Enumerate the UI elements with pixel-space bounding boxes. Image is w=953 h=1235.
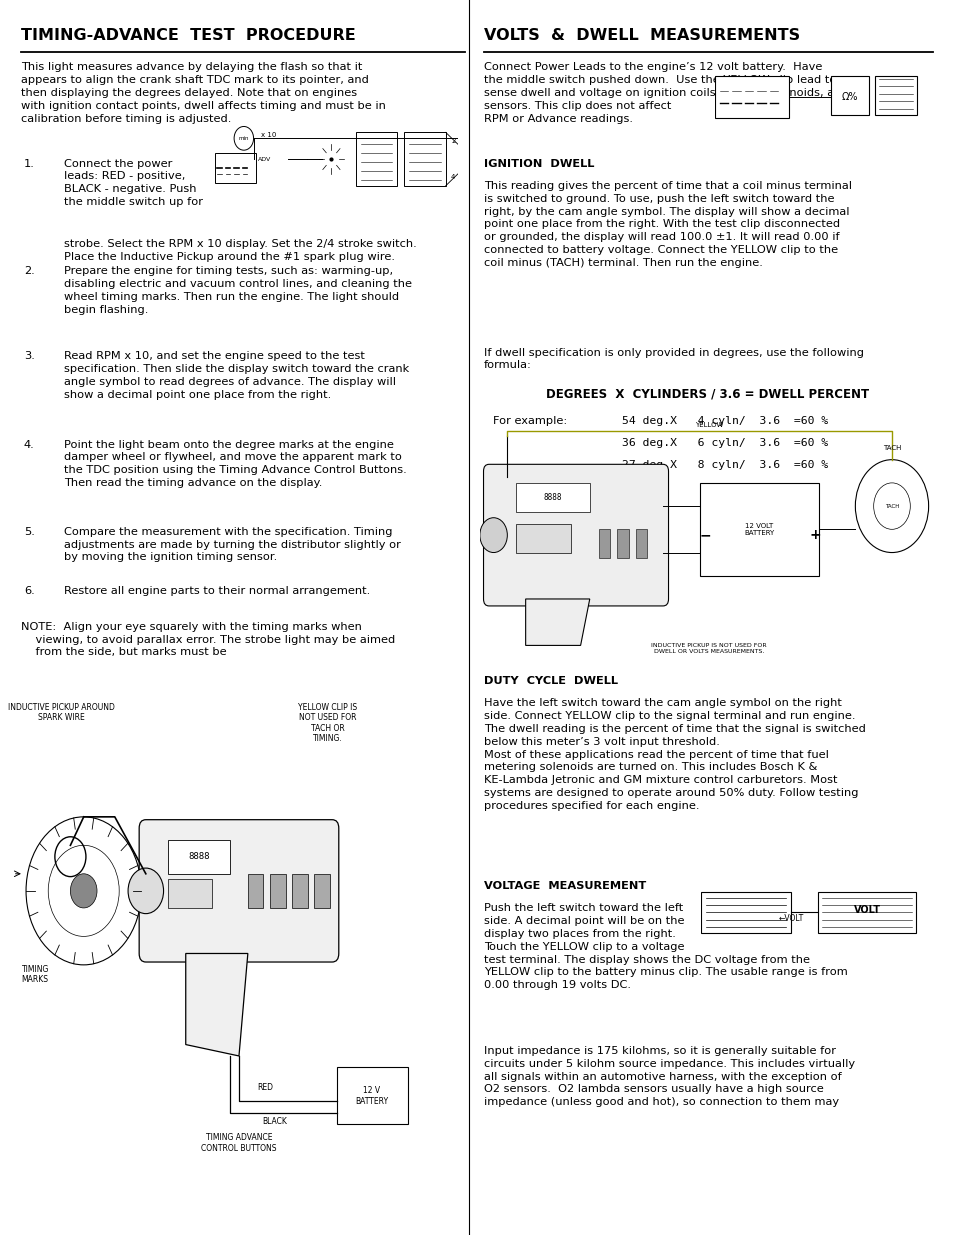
Text: 1.: 1. bbox=[24, 159, 34, 169]
Text: Compare the measurement with the specification. Timing
adjustments are made by t: Compare the measurement with the specifi… bbox=[64, 526, 400, 562]
Text: TIMING-ADVANCE  TEST  PROCEDURE: TIMING-ADVANCE TEST PROCEDURE bbox=[21, 27, 355, 43]
Text: Restore all engine parts to their normal arrangement.: Restore all engine parts to their normal… bbox=[64, 587, 370, 597]
Text: 54 deg.X   4 cyln/  3.6  =60 %: 54 deg.X 4 cyln/ 3.6 =60 % bbox=[621, 415, 827, 426]
Text: DUTY  CYCLE  DWELL: DUTY CYCLE DWELL bbox=[483, 677, 617, 687]
Text: 36 deg.X   6 cyln/  3.6  =60 %: 36 deg.X 6 cyln/ 3.6 =60 % bbox=[621, 437, 827, 447]
Text: 27 deg.X   8 cyln/  3.6  =60 %: 27 deg.X 8 cyln/ 3.6 =60 % bbox=[621, 459, 827, 469]
Text: 3.: 3. bbox=[24, 351, 34, 362]
Text: Input impedance is 175 kilohms, so it is generally suitable for
circuits under 5: Input impedance is 175 kilohms, so it is… bbox=[483, 1046, 854, 1108]
Text: 4.: 4. bbox=[24, 440, 34, 450]
Text: Read RPM x 10, and set the engine speed to the test
specification. Then slide th: Read RPM x 10, and set the engine speed … bbox=[64, 351, 409, 400]
Text: 6.: 6. bbox=[24, 587, 34, 597]
Text: strobe. Select the RPM x 10 display. Set the 2/4 stroke switch.
Place the Induct: strobe. Select the RPM x 10 display. Set… bbox=[64, 240, 416, 262]
Text: Connect Power Leads to the engine’s 12 volt battery.  Have
the middle switch pus: Connect Power Leads to the engine’s 12 v… bbox=[483, 63, 847, 124]
Text: This light measures advance by delaying the flash so that it
appears to align th: This light measures advance by delaying … bbox=[21, 63, 385, 124]
Text: 2.: 2. bbox=[24, 267, 34, 277]
Text: This reading gives the percent of time that a coil minus terminal
is switched to: This reading gives the percent of time t… bbox=[483, 182, 851, 268]
Text: Have the left switch toward the cam angle symbol on the right
side. Connect YELL: Have the left switch toward the cam angl… bbox=[483, 699, 864, 811]
Text: VOLTS  &  DWELL  MEASUREMENTS: VOLTS & DWELL MEASUREMENTS bbox=[483, 27, 799, 43]
Text: DEGREES  X  CYLINDERS / 3.6 = DWELL PERCENT: DEGREES X CYLINDERS / 3.6 = DWELL PERCEN… bbox=[546, 388, 868, 400]
Text: IGNITION  DWELL: IGNITION DWELL bbox=[483, 159, 594, 169]
Text: Prepare the engine for timing tests, such as: warming-up,
disabling electric and: Prepare the engine for timing tests, suc… bbox=[64, 267, 412, 315]
Text: 5.: 5. bbox=[24, 526, 34, 537]
Text: Connect the power
leads: RED - positive,
BLACK - negative. Push
the middle switc: Connect the power leads: RED - positive,… bbox=[64, 159, 203, 207]
Text: VOLTAGE  MEASUREMENT: VOLTAGE MEASUREMENT bbox=[483, 882, 645, 892]
Text: NOTE:  Align your eye squarely with the timing marks when
    viewing, to avoid : NOTE: Align your eye squarely with the t… bbox=[21, 622, 395, 657]
Text: Push the left switch toward the left
side. A decimal point will be on the
displa: Push the left switch toward the left sid… bbox=[483, 904, 846, 990]
Text: For example:: For example: bbox=[493, 415, 567, 426]
Text: If dwell specification is only provided in degrees, use the following
formula:: If dwell specification is only provided … bbox=[483, 348, 862, 370]
Text: Point the light beam onto the degree marks at the engine
damper wheel or flywhee: Point the light beam onto the degree mar… bbox=[64, 440, 406, 488]
